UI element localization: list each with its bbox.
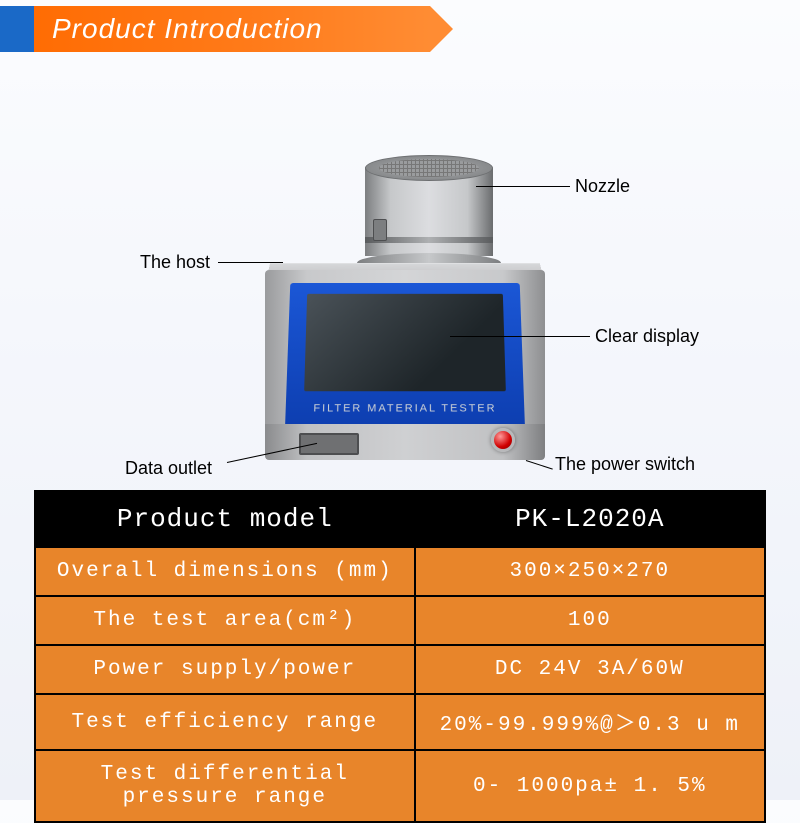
- spec-name: Power supply/power: [35, 645, 415, 694]
- callout-line: [476, 186, 570, 187]
- spec-name: The test area(cm²): [35, 596, 415, 645]
- spec-header-right: PK-L2020A: [415, 491, 765, 547]
- device-front-panel: FILTER MATERIAL TESTER: [285, 283, 525, 428]
- table-row: Overall dimensions (mm) 300×250×270: [35, 547, 765, 596]
- spec-header-left: Product model: [35, 491, 415, 547]
- banner-accent: [0, 6, 34, 52]
- device-illustration: FILTER MATERIAL TESTER: [265, 155, 545, 450]
- label-outlet: Data outlet: [125, 458, 212, 479]
- spec-name: Overall dimensions (mm): [35, 547, 415, 596]
- callout-line: [450, 336, 590, 337]
- spec-value: 300×250×270: [415, 547, 765, 596]
- banner: Product Introduction: [0, 6, 430, 52]
- label-host: The host: [140, 252, 210, 273]
- spec-header-row: Product model PK-L2020A: [35, 491, 765, 547]
- table-row: Power supply/power DC 24V 3A/60W: [35, 645, 765, 694]
- callout-line: [526, 460, 553, 470]
- device-nozzle: [365, 155, 493, 270]
- table-row: Test differential pressure range 0- 1000…: [35, 750, 765, 822]
- spec-value: 0- 1000pa± 1. 5%: [415, 750, 765, 822]
- spec-name: Test efficiency range: [35, 694, 415, 750]
- spec-table: Product model PK-L2020A Overall dimensio…: [34, 490, 766, 823]
- label-nozzle: Nozzle: [575, 176, 630, 197]
- device-screen: [304, 294, 506, 391]
- callout-line: [218, 262, 283, 263]
- table-row: Test efficiency range 20%-99.999%@＞0.3 u…: [35, 694, 765, 750]
- banner-title: Product Introduction: [52, 13, 323, 45]
- product-diagram: FILTER MATERIAL TESTER Nozzle The host C…: [0, 60, 800, 485]
- spec-value: DC 24V 3A/60W: [415, 645, 765, 694]
- spec-value: 20%-99.999%@＞0.3 u m: [415, 694, 765, 750]
- device-power-button: [491, 428, 515, 452]
- label-display: Clear display: [595, 326, 699, 347]
- table-row: The test area(cm²) 100: [35, 596, 765, 645]
- spec-value: 100: [415, 596, 765, 645]
- spec-name: Test differential pressure range: [35, 750, 415, 822]
- device-screen-label: FILTER MATERIAL TESTER: [285, 403, 524, 415]
- label-power: The power switch: [555, 454, 695, 475]
